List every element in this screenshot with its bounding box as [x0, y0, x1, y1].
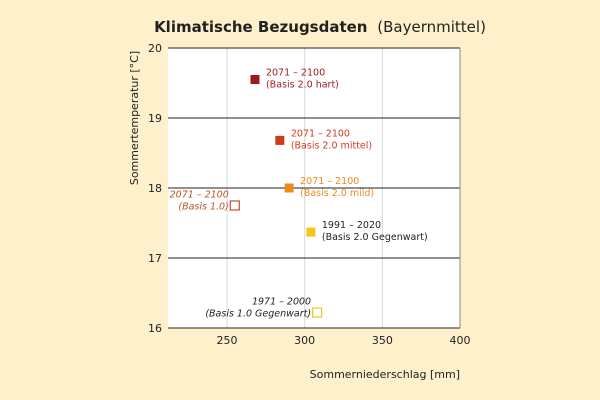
data-point-marker: [284, 183, 294, 193]
data-point-label-period: 2071 – 2100: [170, 190, 229, 201]
data-point-marker: [275, 135, 285, 145]
data-point-label-basis: (Basis 2.0 Gegenwart): [322, 232, 428, 243]
x-tick-label: 400: [450, 334, 471, 347]
y-axis-label: Sommertemperatur [°C]: [128, 51, 141, 185]
data-point-label-period: 2071 – 2100: [266, 68, 325, 79]
data-point-group: 2071 – 2100(Basis 1.0): [170, 190, 240, 213]
y-tick-label: 17: [148, 252, 162, 265]
data-point-group: 1991 – 2020(Basis 2.0 Gegenwart): [306, 220, 428, 243]
x-tick-label: 250: [217, 334, 238, 347]
data-point-label-basis: (Basis 1.0 Gegenwart): [205, 309, 311, 320]
y-axis: 16 17 18 19 20: [148, 42, 162, 335]
data-point-group: 2071 – 2100(Basis 2.0 hart): [250, 68, 339, 91]
data-point-group: 1971 – 2000(Basis 1.0 Gegenwart): [205, 297, 323, 320]
data-point-label-period: 2071 – 2100: [300, 176, 359, 187]
data-point-group: 2071 – 2100(Basis 2.0 mittel): [275, 128, 372, 151]
data-point-label-period: 1991 – 2020: [322, 220, 381, 231]
data-point-label-basis: (Basis 2.0 mittel): [291, 140, 372, 151]
x-tick-label: 300: [294, 334, 315, 347]
y-tick-label: 18: [148, 182, 162, 195]
chart-title-sub: (Bayernmittel): [377, 18, 486, 36]
data-point-marker: [312, 307, 323, 318]
data-point-group: 2071 – 2100(Basis 2.0 mild): [284, 176, 374, 199]
y-tick-label: 20: [148, 42, 162, 55]
data-points: 2071 – 2100(Basis 2.0 hart)2071 – 2100(B…: [170, 68, 428, 320]
x-tick-label: 350: [372, 334, 393, 347]
x-axis-label: Sommerniederschlag [mm]: [310, 368, 460, 381]
data-point-label-period: 1971 – 2000: [252, 297, 311, 308]
data-point-label-period: 2071 – 2100: [291, 128, 350, 139]
data-point-label-basis: (Basis 1.0): [178, 202, 228, 213]
data-point-marker: [306, 227, 316, 237]
chart-title-main: Klimatische Bezugsdaten: [154, 18, 367, 36]
x-axis: 250 300 350 400: [217, 334, 471, 347]
chart-title: Klimatische Bezugsdaten (Bayernmittel): [154, 18, 486, 36]
y-tick-label: 16: [148, 322, 162, 335]
data-point-label-basis: (Basis 2.0 hart): [266, 80, 339, 91]
data-point-marker: [229, 200, 240, 211]
data-point-marker: [250, 75, 260, 84]
y-tick-label: 19: [148, 112, 162, 125]
grid-lines: [168, 47, 461, 329]
data-point-label-basis: (Basis 2.0 mild): [300, 188, 374, 199]
